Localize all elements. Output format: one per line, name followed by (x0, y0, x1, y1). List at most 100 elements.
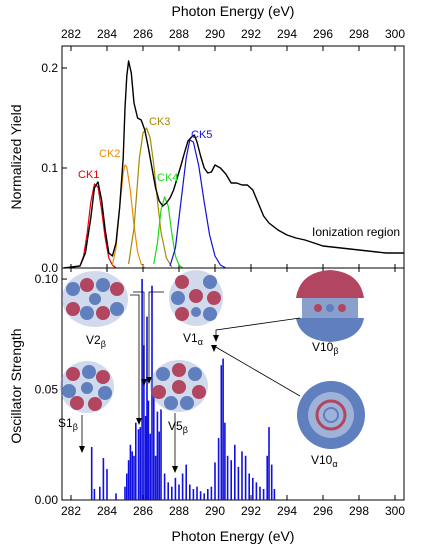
oscillator-bar (210, 486, 213, 500)
bottom-x-tick-label: 286 (133, 504, 153, 518)
oscillator-bar (146, 316, 148, 500)
oscillator-bar (144, 416, 147, 500)
bottom-x-tick-label: 292 (241, 504, 261, 518)
oscillator-bar (224, 422, 226, 500)
oscillator-bar (90, 447, 93, 500)
bottom-y-tick-label: 0.00 (35, 493, 59, 507)
oscillator-bar (255, 482, 258, 500)
oscillator-bar (196, 486, 198, 500)
top-x-tick-label: 292 (241, 27, 261, 41)
series-ck3 (128, 127, 173, 268)
oscillator-bar (226, 455, 229, 500)
bottom-axis-ticks: 282 284 286 288 290 292 294 296 298 300 0.00 0.05 0.… (35, 268, 405, 518)
oscillator-bar (137, 429, 140, 500)
oscillator-bar (220, 365, 223, 500)
bottom-y-axis-title: Oscillator Strength (8, 328, 24, 443)
oscillator-bar (214, 462, 216, 500)
orbital-label-v10a: V10α (311, 453, 338, 469)
annotation-ionization-region: Ionization region (312, 225, 400, 239)
series-ck5 (169, 139, 227, 269)
peak-label-ck5: CK5 (191, 129, 212, 141)
oscillator-bar (266, 455, 268, 500)
oscillator-bar (153, 389, 155, 500)
top-x-tick-label: 294 (277, 27, 297, 41)
bottom-plot-frame (61, 267, 405, 501)
top-axis-ticks: 282 284 286 288 290 292 294 296 298 300 0.0 0.1 0.2 (41, 27, 405, 275)
peak-label-ck3: CK3 (149, 116, 170, 128)
oscillator-bar (244, 455, 247, 500)
top-x-tick-label: 286 (133, 27, 153, 41)
bottom-y-tick-label: 0.10 (35, 272, 59, 286)
oscillator-bar (199, 491, 202, 500)
oscillator-bar (222, 358, 224, 500)
orbital-ring-icon (297, 381, 365, 449)
oscillator-bar (106, 469, 108, 500)
oscillator-bar (262, 489, 265, 500)
bottom-panel: 282 284 286 288 290 292 294 296 298 300 0.00 0.05 0.… (8, 267, 405, 544)
oscillator-bar (237, 466, 240, 500)
top-y-axis-title: Normalized Yield (8, 104, 24, 209)
top-panel: 282 284 286 288 290 292 294 296 298 3000.00.10.2 … (8, 3, 405, 275)
oscillator-bar (230, 460, 232, 500)
oscillator-bar (185, 464, 187, 500)
bottom-x-tick-label: 290 (205, 504, 225, 518)
orbital-lobe-icon (150, 360, 208, 412)
orbital-images (60, 270, 365, 449)
oscillator-bar (141, 279, 143, 500)
bottom-x-tick-label: 282 (61, 504, 81, 518)
top-y-tick-label: 0.2 (41, 61, 58, 75)
top-x-tick-label: 282 (61, 27, 81, 41)
series-ck2 (111, 164, 146, 269)
oscillator-bar (126, 473, 128, 500)
oscillator-bar (248, 473, 250, 500)
bottom-x-tick-label: 284 (97, 504, 117, 518)
oscillator-bar (252, 477, 254, 500)
oscillator-bar (147, 400, 150, 500)
peak-label-ck1: CK1 (78, 169, 99, 181)
oscillator-bar (163, 473, 166, 500)
orbital-label-v5b: V5β (168, 419, 188, 435)
oscillator-bar (160, 409, 162, 500)
bottom-x-tick-label: 298 (349, 504, 369, 518)
oscillator-bar (133, 455, 135, 500)
oscillator-bar (273, 489, 276, 500)
oscillator-bar (203, 493, 205, 500)
oscillator-bar (99, 486, 101, 500)
oscillator-bar (129, 444, 132, 500)
series-ck4 (153, 196, 183, 269)
top-x-tick-label: 290 (205, 27, 225, 41)
oscillator-bar (115, 493, 117, 500)
series-total-yield (63, 60, 404, 269)
orbital-ring-icon (296, 270, 364, 342)
oscillator-bar (156, 411, 159, 500)
top-x-tick-label: 288 (169, 27, 189, 41)
top-y-tick-label: 0.1 (41, 161, 58, 175)
orbital-label-v10b: V10β (312, 340, 339, 356)
bottom-bars (90, 279, 276, 500)
orbital-pointer-arrowheads (79, 335, 219, 473)
top-y-tick-label: 0.0 (41, 261, 58, 275)
peak-label-ck2: CK2 (99, 148, 120, 160)
oscillator-bar (158, 431, 160, 500)
series-ck1 (79, 183, 117, 269)
bottom-x-tick-label: 296 (313, 504, 333, 518)
oscillator-bar (154, 455, 157, 500)
orbital-label-v2b: V2β (86, 333, 106, 349)
oscillator-bar (124, 486, 126, 500)
oscillator-bar (234, 444, 236, 500)
oscillator-bar (217, 438, 220, 500)
oscillator-bar (102, 458, 105, 500)
oscillator-bar (135, 422, 137, 500)
orbital-lobe-icon (62, 271, 128, 327)
orbital-label-v1a: V1α (183, 331, 203, 347)
oscillator-bar (131, 451, 133, 500)
oscillator-bar (143, 345, 145, 500)
oscillator-bar (178, 484, 180, 500)
oscillator-bar (93, 489, 96, 500)
oscillator-bar (189, 484, 191, 500)
oscillator-bar (259, 486, 261, 500)
bottom-axis-title: Photon Energy (eV) (172, 528, 295, 544)
top-x-tick-label: 298 (349, 27, 369, 41)
top-axis-title: Photon Energy (eV) (172, 3, 295, 19)
